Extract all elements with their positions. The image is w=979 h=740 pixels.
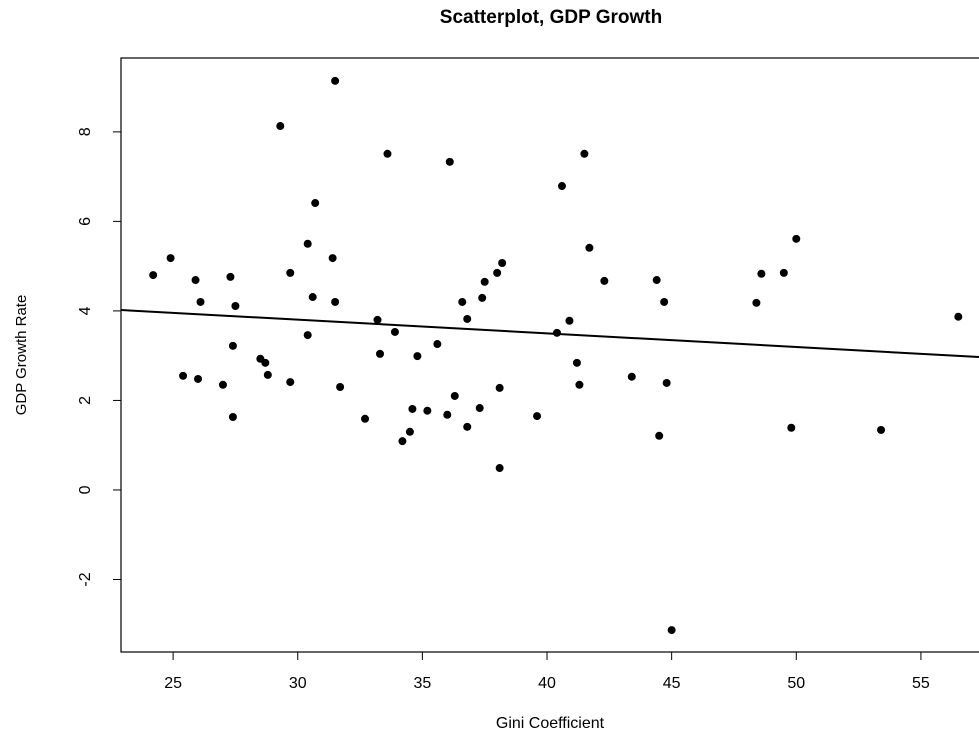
point [495,464,504,473]
point [662,378,671,387]
x-tick-label: 50 [787,675,805,692]
point [757,269,766,278]
point [408,404,417,413]
x-tick-label: 45 [663,675,681,692]
point [480,277,489,286]
x-tick-label: 55 [912,675,930,692]
point [498,259,507,268]
x-tick-label: 35 [413,675,431,692]
point [580,149,589,158]
point [303,331,312,340]
plot-frame [120,57,979,653]
point [226,272,235,281]
point [450,391,459,400]
point [276,122,285,131]
y-tick-label: 2 [77,396,94,405]
point [413,352,422,361]
point [533,412,542,421]
point [308,293,317,302]
point [575,380,584,389]
point [231,301,240,310]
point [328,254,337,263]
point [475,404,484,413]
point [261,358,270,367]
point [194,374,203,383]
point [792,234,801,243]
point [331,297,340,306]
point [458,297,467,306]
point [493,268,502,277]
point [373,315,382,324]
x-tick-label: 40 [538,675,556,692]
point [495,383,504,392]
x-tick-label: 30 [289,675,307,692]
point [627,372,636,381]
point [390,327,399,336]
point [311,199,320,208]
point [218,380,227,389]
point [303,239,312,248]
point [600,276,609,285]
point [752,298,761,307]
point [375,349,384,358]
point [405,427,414,436]
point [954,312,963,321]
y-axis-label: GDP Growth Rate [13,295,30,416]
point [557,182,566,191]
point [443,410,452,419]
point [423,406,432,415]
x-tick-label: 25 [164,675,182,692]
point [478,293,487,302]
y-tick-label: 8 [77,127,94,136]
point [565,316,574,325]
point [228,341,237,350]
point [398,437,407,446]
point [286,268,295,277]
point [463,422,472,431]
point [336,383,345,392]
point [877,425,886,434]
point [228,412,237,421]
chart-title: Scatterplot, GDP Growth [440,7,662,28]
point [331,76,340,85]
point [667,626,676,635]
point [263,370,272,379]
point [779,268,788,277]
point [149,271,158,280]
x-axis-label: Gini Coefficient [496,715,605,732]
point [787,423,796,432]
point [361,414,370,423]
point [445,157,454,166]
point [179,371,188,380]
y-tick-label: 0 [77,485,94,494]
point [383,149,392,158]
point [660,297,669,306]
point [552,328,561,337]
y-tick-label: 4 [77,306,94,315]
point [286,378,295,387]
point [433,340,442,349]
point [166,254,175,263]
point [463,314,472,323]
point [652,276,661,285]
point [572,358,581,367]
point [191,276,200,285]
point [655,431,664,440]
point [585,243,594,252]
y-tick-label: 6 [77,217,94,226]
y-tick-label: -2 [77,572,94,586]
fit-line [120,309,979,359]
point [196,297,205,306]
